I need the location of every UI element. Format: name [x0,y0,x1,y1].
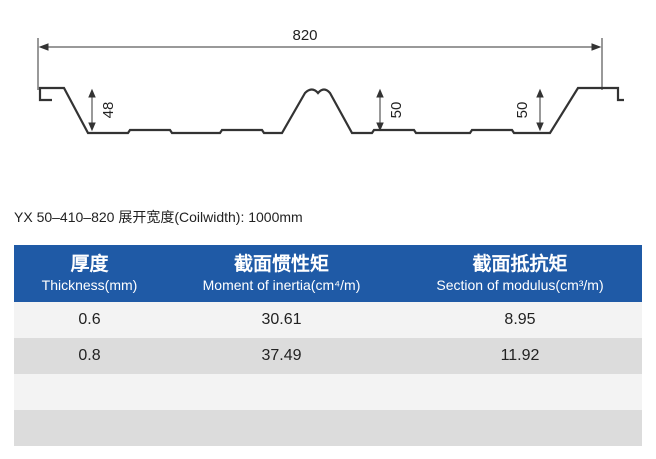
row: 0.8 37.49 11.92 [14,338,642,374]
header-en: Thickness(mm) [41,276,138,293]
width-label: 820 [292,27,317,44]
header-zh: 截面抵抗矩 [472,253,568,275]
cell: 37.49 [165,338,398,374]
empty-row [14,410,642,446]
empty-row [14,374,642,410]
height-label: 48 [100,102,117,119]
cell: 11.92 [398,338,642,374]
cell: 0.6 [14,302,165,338]
cell: 0.8 [14,338,165,374]
header-en: Section of modulus(cm³/m) [436,276,604,293]
row: 0.6 30.61 8.95 [14,302,642,338]
header-zh: 截面惯性矩 [233,253,329,275]
header-zh: 厚度 [70,253,109,275]
header-en: Moment of inertia(cm⁴/m) [202,276,361,293]
header: 截面抵抗矩 Section of modulus(cm³/m) [398,245,642,302]
height-label: 50 [388,102,405,119]
header: 截面惯性矩 Moment of inertia(cm⁴/m) [165,245,398,302]
spec-table: 厚度 Thickness(mm) 截面惯性矩 Moment of inertia(c… [14,245,642,446]
cell: 30.61 [165,302,398,338]
height-label: 50 [514,102,531,119]
cell: 8.95 [398,302,642,338]
profile-diagram: 820 48 50 50 [37,27,624,135]
caption: YX 50–410–820 展开宽度(Coilwidth): 1000mm [14,209,303,225]
header: 厚度 Thickness(mm) [14,245,165,302]
header-row: 厚度 Thickness(mm) 截面惯性矩 Moment of inertia(c… [14,245,642,302]
